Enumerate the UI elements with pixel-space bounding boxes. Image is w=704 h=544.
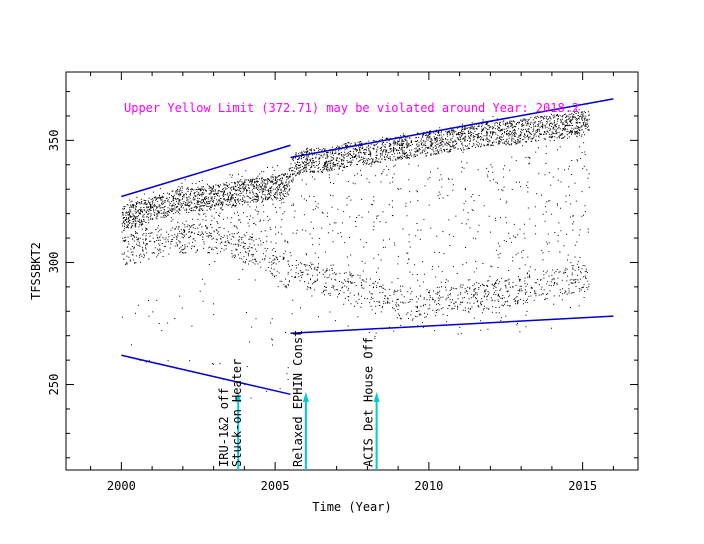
annotation-label: IRU-1&2 off xyxy=(217,388,231,467)
lower-trend-late xyxy=(290,315,614,335)
annotation-label: ACIS Det House Off xyxy=(362,337,376,467)
y-tick-label: 350 xyxy=(47,130,61,152)
y-tick-label: 250 xyxy=(47,374,61,396)
x-tick-labels: 2000 2005 2010 2015 xyxy=(107,479,597,493)
x-tick-label: 2010 xyxy=(414,479,443,493)
x-tick-label: 2015 xyxy=(568,479,597,493)
annotation-arrowhead xyxy=(302,392,309,402)
lower-trend-early xyxy=(121,354,291,396)
warning-message: Upper Yellow Limit (372.71) may be viola… xyxy=(124,101,579,115)
x-tick-label: 2000 xyxy=(107,479,136,493)
acis-annotation: ACIS Det House Off xyxy=(362,337,380,470)
trend-lines xyxy=(121,98,614,396)
irus-annotation: IRU-1&2 off Stuck-on Heater xyxy=(217,359,244,470)
x-tick-label: 2005 xyxy=(261,479,290,493)
upper-trend-early xyxy=(121,144,291,198)
annotation-label: Stuck-on Heater xyxy=(230,359,244,467)
y-tick-label: 300 xyxy=(47,252,61,274)
y-tick-labels: 250 300 350 xyxy=(47,130,61,396)
annotation-arrowhead xyxy=(373,392,380,402)
ephin-annotation: Relaxed EPHIN Const xyxy=(291,330,309,470)
upper-trend-late xyxy=(290,98,614,159)
x-axis-title: Time (Year) xyxy=(312,500,391,514)
y-axis-title: TFSSBKT2 xyxy=(29,242,43,300)
annotation-label: Relaxed EPHIN Const xyxy=(291,330,305,467)
plot-frame xyxy=(65,71,639,471)
annotation-arrowhead xyxy=(235,392,242,402)
axis-ticks xyxy=(66,72,638,470)
event-annotations: IRU-1&2 off Stuck-on Heater Relaxed EPHIN … xyxy=(217,330,380,470)
